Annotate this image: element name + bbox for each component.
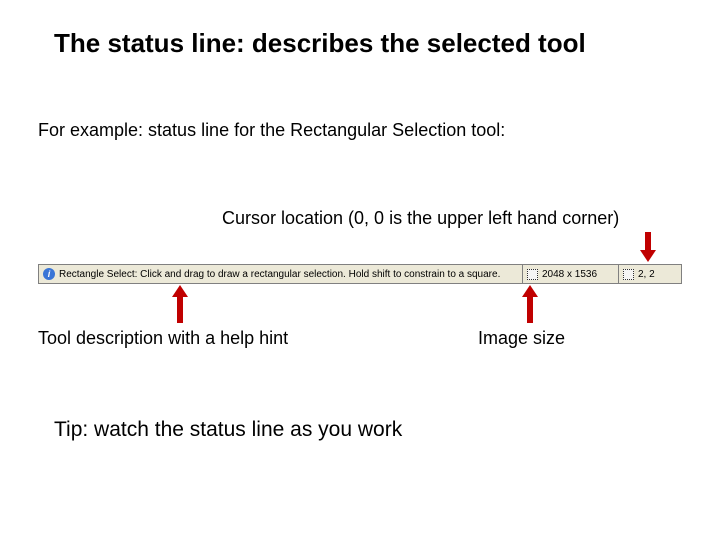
status-bar: i Rectangle Select: Click and drag to dr… — [38, 264, 682, 284]
arrow-down-icon — [640, 232, 656, 262]
image-size-icon — [527, 269, 538, 280]
status-bar-cursor-text: 2, 2 — [638, 269, 655, 280]
status-bar-main-text: Rectangle Select: Click and drag to draw… — [59, 269, 500, 280]
arrow-up-left-icon — [172, 285, 188, 323]
cursor-position-icon — [623, 269, 634, 280]
status-bar-tool-description: i Rectangle Select: Click and drag to dr… — [39, 265, 523, 283]
example-intro-text: For example: status line for the Rectang… — [38, 120, 505, 141]
image-size-label: Image size — [478, 328, 565, 349]
tip-text: Tip: watch the status line as you work — [54, 418, 402, 442]
tool-description-label: Tool description with a help hint — [38, 328, 288, 349]
slide-title: The status line: describes the selected … — [54, 28, 684, 59]
status-bar-size-text: 2048 x 1536 — [542, 269, 597, 280]
arrow-up-right-icon — [522, 285, 538, 323]
status-bar-cursor-position: 2, 2 — [619, 265, 681, 283]
cursor-location-label: Cursor location (0, 0 is the upper left … — [222, 208, 619, 229]
status-bar-image-size: 2048 x 1536 — [523, 265, 619, 283]
info-icon: i — [43, 268, 55, 280]
